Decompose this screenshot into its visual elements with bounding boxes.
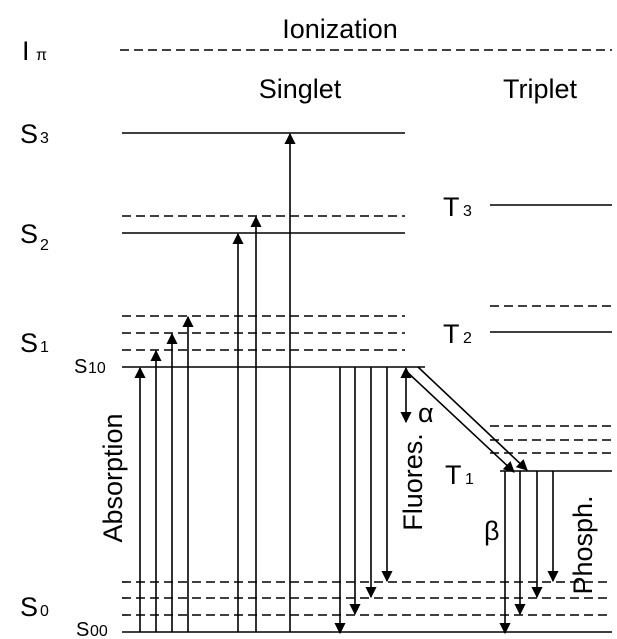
level-index: π <box>36 47 47 64</box>
energy-levels <box>120 49 612 633</box>
beta-label: β <box>484 516 500 546</box>
alpha-label: α <box>418 398 434 428</box>
level-index: 3 <box>40 130 49 147</box>
level-index: 2 <box>40 237 49 254</box>
level-symbol: S <box>20 119 38 149</box>
absorption-label: Absorption <box>98 413 128 542</box>
fluorescence-label: Fluores. <box>398 433 428 531</box>
singlet-title: Singlet <box>259 74 342 104</box>
arrows <box>134 132 559 635</box>
level-symbol: S <box>74 356 87 378</box>
phosphorescence-label: Phosph. <box>568 495 598 594</box>
level-symbol: S <box>20 219 38 249</box>
level-symbol: I <box>22 36 30 66</box>
level-index: 2 <box>463 330 472 347</box>
level-symbol: T <box>443 319 460 349</box>
ionization-title: Ionization <box>282 14 398 44</box>
level-index: 3 <box>463 203 472 220</box>
level-index: 1 <box>40 339 49 356</box>
level-index: 00 <box>90 623 108 639</box>
level-index: 10 <box>88 360 106 377</box>
level-symbol: S <box>20 592 38 622</box>
level-index: 1 <box>465 471 474 488</box>
triplet-title: Triplet <box>503 74 578 104</box>
level-symbol: T <box>443 192 460 222</box>
level-symbol: S <box>20 328 38 358</box>
level-symbol: S <box>76 619 89 639</box>
level-index: 0 <box>40 603 49 620</box>
level-symbol: T <box>445 460 462 490</box>
